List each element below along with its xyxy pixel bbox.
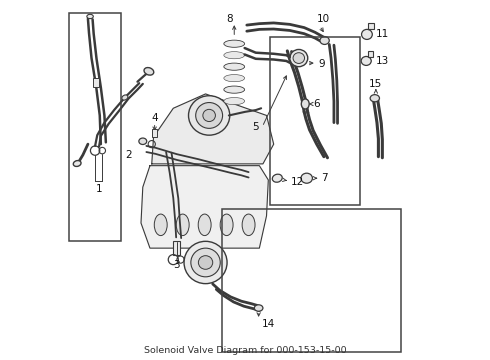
Text: 7: 7 [321,173,328,183]
Ellipse shape [224,86,245,93]
Ellipse shape [191,248,220,277]
Text: 13: 13 [376,56,389,66]
Text: 2: 2 [125,150,131,160]
Text: 11: 11 [376,30,389,39]
Polygon shape [152,94,274,164]
Ellipse shape [224,75,245,82]
Ellipse shape [198,256,213,269]
Ellipse shape [361,57,371,66]
Ellipse shape [189,96,230,135]
Ellipse shape [254,305,263,311]
Ellipse shape [220,214,233,235]
Text: 8: 8 [227,14,233,24]
Ellipse shape [184,241,227,284]
Ellipse shape [301,173,313,183]
Bar [221,209,401,352]
Ellipse shape [290,49,308,67]
Text: 9: 9 [318,59,325,69]
Ellipse shape [242,214,255,235]
Ellipse shape [74,161,81,166]
Bar [172,241,180,255]
Ellipse shape [370,95,379,102]
Ellipse shape [224,40,245,47]
Text: 12: 12 [291,177,304,187]
Polygon shape [141,166,269,248]
Bar [368,51,373,57]
Ellipse shape [272,174,282,182]
Bar [368,23,374,30]
Text: 4: 4 [151,113,158,123]
Ellipse shape [224,98,245,105]
Ellipse shape [139,138,147,144]
Ellipse shape [176,214,189,235]
Ellipse shape [122,95,128,100]
Ellipse shape [301,99,309,109]
Ellipse shape [320,37,329,44]
Ellipse shape [362,30,372,40]
Ellipse shape [203,109,216,122]
Bar [93,78,99,87]
Ellipse shape [198,214,211,235]
Ellipse shape [87,14,93,19]
Text: 3: 3 [173,260,180,270]
Ellipse shape [196,103,222,129]
Ellipse shape [224,51,245,59]
Text: 14: 14 [262,319,275,329]
Ellipse shape [293,53,304,63]
Text: 6: 6 [313,99,320,109]
Text: 5: 5 [252,122,259,132]
Ellipse shape [224,63,245,70]
Text: 1: 1 [96,184,102,194]
Bar [270,37,360,205]
Bar [152,129,157,137]
Text: 15: 15 [369,79,383,89]
Ellipse shape [144,68,154,75]
Text: 10: 10 [317,14,330,24]
Bar [69,13,122,241]
Ellipse shape [154,214,167,235]
Text: Solenoid Valve Diagram for 000-153-15-00: Solenoid Valve Diagram for 000-153-15-00 [144,346,346,355]
